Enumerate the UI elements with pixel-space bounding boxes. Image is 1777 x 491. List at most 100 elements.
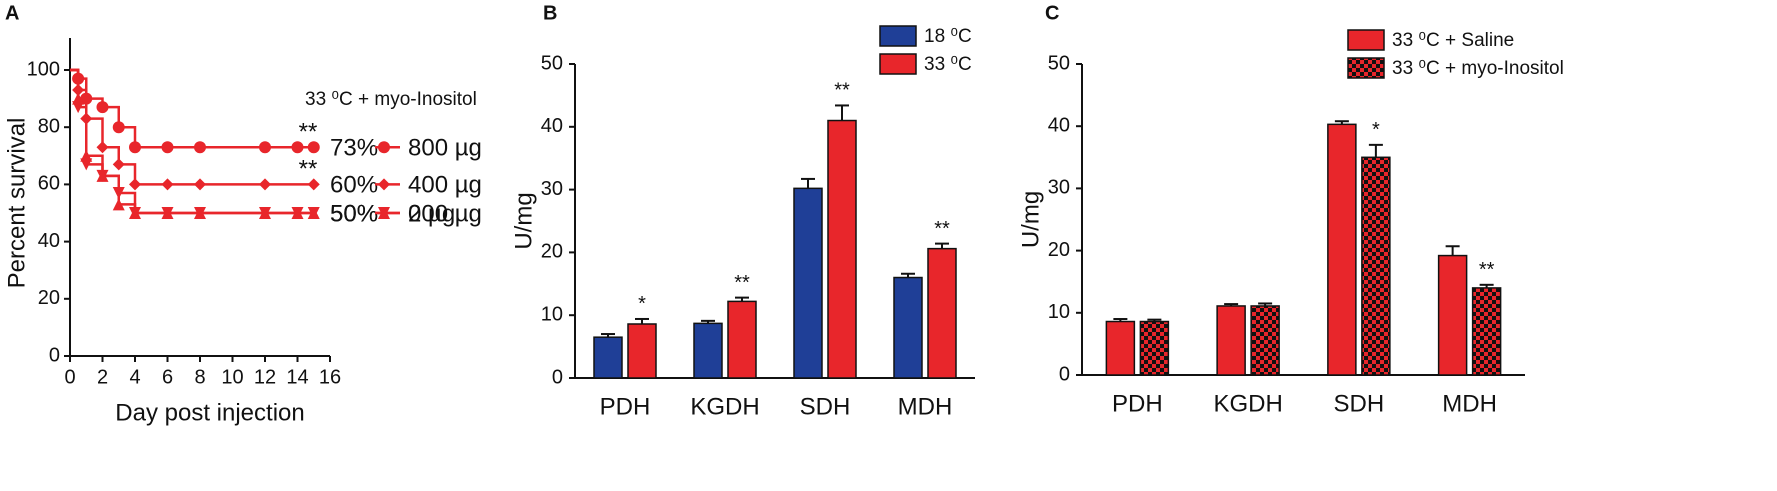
y-tick-label: 60 bbox=[38, 173, 60, 195]
y-tick-label: 100 bbox=[27, 58, 60, 80]
x-tick-label: 10 bbox=[221, 366, 243, 388]
x-tick-label: 16 bbox=[319, 366, 341, 388]
bar bbox=[627, 323, 657, 379]
y-tick-label: 10 bbox=[1048, 301, 1070, 323]
marker bbox=[80, 149, 93, 162]
marker bbox=[194, 141, 206, 154]
legend-label: 800 µg bbox=[408, 135, 482, 162]
legend-label: 0 µg bbox=[408, 200, 455, 227]
marker bbox=[307, 207, 320, 219]
bar bbox=[1471, 287, 1502, 376]
bar bbox=[1250, 305, 1280, 376]
bar bbox=[693, 322, 723, 379]
end-label: 73% bbox=[330, 135, 378, 162]
y-tick-label: 20 bbox=[38, 287, 60, 309]
y-tick-label: 40 bbox=[38, 230, 60, 252]
panel-label: C bbox=[1045, 2, 1059, 24]
x-tick-label: 0 bbox=[64, 366, 75, 388]
y-axis-label: U/mg bbox=[510, 192, 537, 249]
x-tick-label: 6 bbox=[162, 366, 173, 388]
x-tick-label: 12 bbox=[254, 366, 276, 388]
x-tick-label: PDH bbox=[600, 393, 651, 420]
bar bbox=[827, 119, 857, 379]
marker bbox=[259, 141, 271, 154]
legend-label: 33 ⁰C bbox=[924, 54, 972, 75]
marker bbox=[194, 207, 206, 219]
significance: * bbox=[1372, 119, 1380, 141]
survival-line bbox=[70, 68, 314, 186]
y-tick-label: 50 bbox=[1048, 52, 1070, 74]
bar bbox=[793, 187, 823, 379]
legend-label: 200 µg bbox=[408, 200, 482, 227]
marker bbox=[161, 178, 174, 191]
marker bbox=[259, 178, 271, 191]
y-tick-label: 10 bbox=[541, 303, 563, 325]
legend-swatch bbox=[1347, 29, 1385, 51]
marker bbox=[378, 141, 390, 154]
marker bbox=[194, 178, 206, 191]
y-tick-label: 50 bbox=[541, 52, 563, 74]
marker bbox=[161, 141, 174, 154]
marker bbox=[112, 158, 125, 171]
bar bbox=[1139, 320, 1170, 376]
end-label: 50% bbox=[330, 200, 378, 227]
marker bbox=[112, 198, 125, 211]
marker bbox=[112, 121, 125, 134]
x-tick-label: SDH bbox=[800, 393, 851, 420]
end-label: 60% bbox=[330, 172, 378, 199]
y-tick-label: 0 bbox=[552, 366, 563, 388]
x-axis-label: Day post injection bbox=[115, 399, 304, 426]
bar bbox=[727, 300, 757, 379]
marker bbox=[291, 207, 304, 219]
significance: ** bbox=[299, 119, 318, 146]
annotation: 33 ⁰C + myo-Inositol bbox=[305, 89, 477, 110]
y-tick-label: 40 bbox=[541, 115, 563, 137]
y-tick-label: 20 bbox=[1048, 239, 1070, 261]
legend-swatch bbox=[879, 25, 917, 47]
marker bbox=[259, 207, 271, 219]
marker bbox=[96, 141, 109, 154]
significance: * bbox=[638, 293, 646, 315]
panel-label: A bbox=[5, 2, 19, 24]
marker bbox=[96, 101, 109, 114]
significance: ** bbox=[734, 272, 750, 294]
significance: ** bbox=[299, 156, 318, 183]
y-tick-label: 20 bbox=[541, 241, 563, 263]
x-tick-label: 2 bbox=[97, 366, 108, 388]
legend-label: 18 ⁰C bbox=[924, 26, 972, 47]
survival-line bbox=[70, 68, 314, 215]
legend-swatch bbox=[1347, 57, 1385, 79]
y-axis-label: U/mg bbox=[1017, 191, 1044, 248]
legend-swatch bbox=[879, 53, 917, 75]
bar bbox=[1327, 123, 1357, 376]
marker bbox=[291, 141, 304, 154]
bar bbox=[1437, 254, 1468, 376]
end-label: 50% bbox=[330, 200, 378, 227]
y-tick-label: 0 bbox=[49, 344, 60, 366]
significance: ** bbox=[934, 218, 950, 240]
x-tick-label: KGDH bbox=[690, 393, 759, 420]
x-tick-label: PDH bbox=[1112, 390, 1163, 417]
legend-label: 33 ⁰C + Saline bbox=[1392, 30, 1514, 51]
x-tick-label: 4 bbox=[129, 366, 140, 388]
x-tick-label: 8 bbox=[194, 366, 205, 388]
marker bbox=[129, 141, 141, 154]
marker bbox=[307, 141, 320, 154]
significance: ** bbox=[1479, 259, 1495, 281]
marker bbox=[72, 92, 85, 105]
marker bbox=[129, 178, 141, 191]
legend-label: 33 ⁰C + myo-Inositol bbox=[1392, 58, 1564, 79]
panel-label: B bbox=[543, 2, 557, 24]
x-tick-label: KGDH bbox=[1213, 390, 1282, 417]
bar bbox=[1361, 156, 1391, 376]
marker bbox=[96, 169, 109, 182]
bar bbox=[893, 276, 923, 379]
marker bbox=[378, 207, 390, 219]
x-tick-label: MDH bbox=[1442, 390, 1497, 417]
marker bbox=[378, 178, 390, 191]
y-tick-label: 30 bbox=[1048, 177, 1070, 199]
bar bbox=[1216, 305, 1246, 376]
survival-line bbox=[70, 68, 314, 215]
y-tick-label: 80 bbox=[38, 115, 60, 137]
